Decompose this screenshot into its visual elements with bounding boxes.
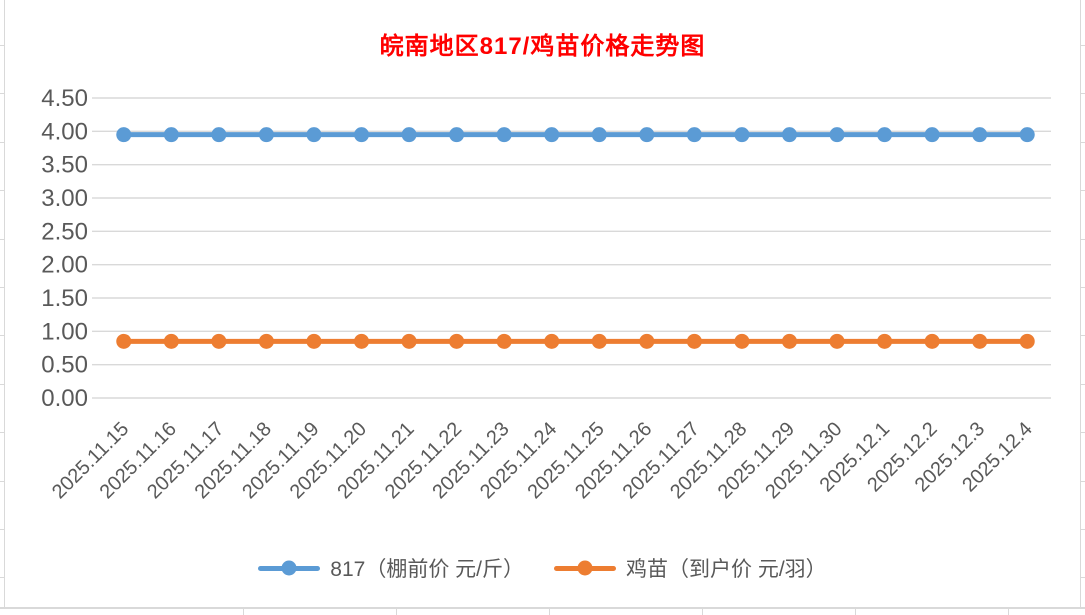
sheet-gridline [0,529,4,530]
sheet-gridline [549,609,550,615]
sheet-gridline [0,93,4,94]
data-point[interactable] [211,127,227,143]
data-point[interactable] [354,127,370,143]
sheet-gridline [1081,287,1085,288]
data-point[interactable] [686,127,702,143]
sheet-gridline [0,287,4,288]
y-axis-label: 4.50 [41,85,88,112]
sheet-gridline [855,609,856,615]
y-axis-label: 0.50 [41,352,88,379]
sheet-gridline [0,607,1085,609]
sheet-gridline [1081,529,1085,530]
y-axis-label: 3.50 [41,152,88,179]
sheet-gridline [0,481,4,482]
sheet-gridline [243,609,244,615]
sheet-gridline [0,432,4,433]
data-point[interactable] [401,127,417,143]
data-point[interactable] [639,127,655,143]
data-point[interactable] [877,127,893,143]
data-point[interactable] [544,333,560,349]
data-point[interactable] [258,127,274,143]
sheet-gridline [396,609,397,615]
data-point[interactable] [163,127,179,143]
sheet-gridline [0,577,4,578]
y-axis-label: 3.00 [41,185,88,212]
data-point[interactable] [781,127,797,143]
data-point[interactable] [734,333,750,349]
sheet-gridline [1080,0,1081,607]
data-point[interactable] [258,333,274,349]
sheet-gridline [0,384,4,385]
sheet-gridline [1081,239,1085,240]
data-point[interactable] [211,333,227,349]
data-point[interactable] [163,333,179,349]
data-point[interactable] [496,333,512,349]
legend-label-817: 817（棚前价 元/斤） [330,558,525,581]
legend-line-marker-icon [258,560,321,576]
data-point[interactable] [829,127,845,143]
data-point[interactable] [781,333,797,349]
data-point[interactable] [972,333,988,349]
data-point[interactable] [829,333,845,349]
data-point[interactable] [306,127,322,143]
sheet-gridline [1081,93,1085,94]
sheet-gridline [0,335,4,336]
legend-item-jimiao[interactable]: 鸡苗（到户价 元/羽） [554,553,827,583]
data-point[interactable] [449,333,465,349]
legend-item-817[interactable]: 817（棚前价 元/斤） [258,553,524,583]
sheet-gridline [1081,481,1085,482]
data-point[interactable] [116,333,132,349]
sheet-gridline [1081,190,1085,191]
data-point[interactable] [877,333,893,349]
sheet-gridline [1081,45,1085,46]
data-point[interactable] [354,333,370,349]
data-point[interactable] [306,333,322,349]
data-point[interactable] [639,333,655,349]
data-point[interactable] [591,333,607,349]
y-axis-label: 2.50 [41,218,88,245]
data-point[interactable] [734,127,750,143]
legend-line-marker-icon [554,560,617,576]
data-point[interactable] [544,127,560,143]
y-axis-label: 0.00 [41,385,88,412]
sheet-gridline [1081,432,1085,433]
data-point[interactable] [591,127,607,143]
sheet-gridline [4,0,5,607]
legend: 817（棚前价 元/斤） 鸡苗（到户价 元/羽） [0,548,1085,588]
sheet-gridline [0,239,4,240]
sheet-gridline [1081,384,1085,385]
y-axis-label: 1.00 [41,318,88,345]
data-point[interactable] [1019,127,1035,143]
y-axis-label: 2.00 [41,252,88,279]
data-point[interactable] [116,127,132,143]
sheet-gridline [1081,335,1085,336]
data-point[interactable] [1019,333,1035,349]
y-axis-label: 1.50 [41,285,88,312]
sheet-gridline [1008,609,1009,615]
sheet-gridline [0,45,4,46]
y-axis-label: 4.00 [41,118,88,145]
data-point[interactable] [924,127,940,143]
sheet-gridline [0,142,4,143]
sheet-gridline [702,609,703,615]
legend-label-jimiao: 鸡苗（到户价 元/羽） [626,558,827,581]
sheet-gridline [1081,142,1085,143]
legend-point-marker-icon [577,560,593,576]
data-point[interactable] [924,333,940,349]
data-point[interactable] [972,127,988,143]
sheet-gridline [0,190,4,191]
data-point[interactable] [401,333,417,349]
chart-title[interactable]: 皖南地区817/鸡苗价格走势图 [379,33,706,60]
sheet-gridline [1081,577,1085,578]
data-point[interactable] [449,127,465,143]
data-point[interactable] [686,333,702,349]
legend-point-marker-icon [281,560,297,576]
data-point[interactable] [496,127,512,143]
